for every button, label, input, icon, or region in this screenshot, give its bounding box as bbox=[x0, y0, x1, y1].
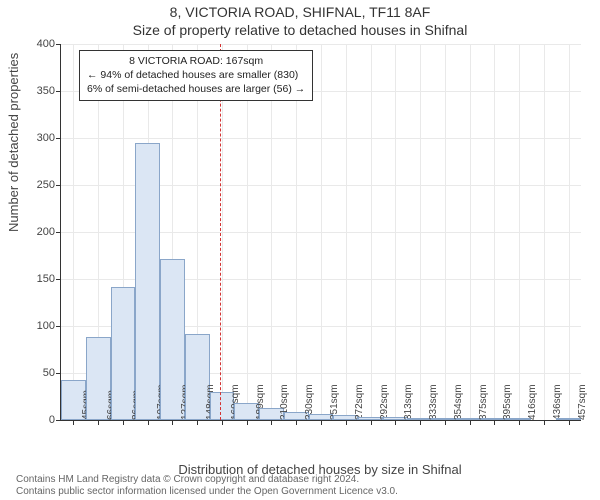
gridline-v bbox=[346, 44, 347, 420]
gridline-v bbox=[371, 44, 372, 420]
histogram-plot: 05010015020025030035040045sqm66sqm86sqm1… bbox=[60, 44, 581, 421]
gridline-v bbox=[395, 44, 396, 420]
xtick-mark bbox=[197, 420, 198, 425]
xtick-mark bbox=[494, 420, 495, 425]
caption-line-1: Contains HM Land Registry data © Crown c… bbox=[16, 474, 584, 486]
gridline-v bbox=[569, 44, 570, 420]
ytick-label: 200 bbox=[37, 226, 61, 238]
xtick-mark bbox=[123, 420, 124, 425]
xtick-mark bbox=[271, 420, 272, 425]
gridline-v bbox=[445, 44, 446, 420]
xtick-mark bbox=[544, 420, 545, 425]
ytick-label: 0 bbox=[49, 414, 61, 426]
histogram-bar bbox=[135, 143, 160, 420]
annotation-line-3: 6% of semi-detached houses are larger (5… bbox=[87, 82, 305, 96]
xtick-mark bbox=[73, 420, 74, 425]
ytick-label: 150 bbox=[37, 273, 61, 285]
xtick-mark bbox=[172, 420, 173, 425]
xtick-mark bbox=[569, 420, 570, 425]
gridline-v bbox=[321, 44, 322, 420]
annotation-line-2: ← 94% of detached houses are smaller (83… bbox=[87, 68, 305, 82]
ytick-label: 50 bbox=[43, 367, 61, 379]
ytick-label: 100 bbox=[37, 320, 61, 332]
xtick-mark bbox=[470, 420, 471, 425]
xtick-mark bbox=[371, 420, 372, 425]
xtick-mark bbox=[346, 420, 347, 425]
xtick-mark bbox=[395, 420, 396, 425]
gridline-v bbox=[494, 44, 495, 420]
xtick-mark bbox=[296, 420, 297, 425]
ytick-label: 400 bbox=[37, 38, 61, 50]
xtick-mark bbox=[247, 420, 248, 425]
xtick-mark bbox=[222, 420, 223, 425]
xtick-mark bbox=[148, 420, 149, 425]
caption: Contains HM Land Registry data © Crown c… bbox=[16, 474, 584, 498]
gridline-v bbox=[519, 44, 520, 420]
xtick-mark bbox=[98, 420, 99, 425]
gridline-v bbox=[420, 44, 421, 420]
ytick-label: 350 bbox=[37, 85, 61, 97]
xtick-mark bbox=[519, 420, 520, 425]
gridline-v bbox=[544, 44, 545, 420]
xtick-mark bbox=[420, 420, 421, 425]
xtick-mark bbox=[445, 420, 446, 425]
xtick-mark bbox=[321, 420, 322, 425]
ytick-label: 300 bbox=[37, 132, 61, 144]
gridline-v bbox=[470, 44, 471, 420]
page-title-1: 8, VICTORIA ROAD, SHIFNAL, TF11 8AF bbox=[0, 4, 600, 20]
marker-annotation: 8 VICTORIA ROAD: 167sqm ← 94% of detache… bbox=[79, 50, 313, 101]
gridline-v bbox=[73, 44, 74, 420]
ytick-label: 250 bbox=[37, 179, 61, 191]
annotation-line-1: 8 VICTORIA ROAD: 167sqm bbox=[87, 54, 305, 68]
caption-line-2: Contains public sector information licen… bbox=[16, 486, 584, 498]
y-axis-label: Number of detached properties bbox=[6, 53, 21, 232]
page-title-2: Size of property relative to detached ho… bbox=[0, 22, 600, 38]
